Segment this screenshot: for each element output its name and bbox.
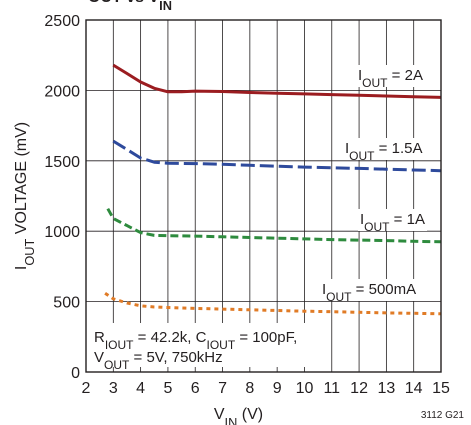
annotation-line-1: RIOUT = 42.2k, CIOUT = 100pF, bbox=[94, 329, 297, 352]
axis-titles: VIN (V) IOUT VOLTAGE (mV) 3112 G21 bbox=[13, 122, 464, 425]
x-tick-label: 6 bbox=[191, 380, 200, 397]
series-label: IOUT = 2A bbox=[358, 67, 423, 90]
x-tick-label: 4 bbox=[136, 380, 145, 397]
series-label-background bbox=[358, 209, 427, 231]
x-tick-label: 8 bbox=[245, 380, 254, 397]
chart-title-fragment: OUT vs VIN bbox=[88, 0, 172, 13]
x-tick-label: 11 bbox=[323, 380, 340, 397]
y-tick-label: 1500 bbox=[44, 154, 80, 171]
tick-labels: 2 3 4 5 6 7 8 9 10 11 12 13 14 15 0 500 1000 1500 2000 2500 bbox=[44, 13, 450, 397]
series-label: IOUT = 1.5A bbox=[345, 140, 422, 163]
x-tick-label: 15 bbox=[432, 380, 450, 397]
x-tick-label: 12 bbox=[350, 380, 368, 397]
series-line bbox=[106, 207, 442, 244]
series-label: IOUT = 1A bbox=[360, 211, 425, 234]
x-tick-label: 3 bbox=[109, 380, 118, 397]
annotation: RIOUT = 42.2k, CIOUT = 100pF,VOUT = 5V, … bbox=[92, 323, 318, 372]
series-line bbox=[112, 63, 442, 99]
chart-title-text: OUT vs VIN bbox=[88, 0, 172, 13]
x-tick-label: 7 bbox=[218, 380, 227, 397]
y-axis-title: IOUT VOLTAGE (mV) bbox=[13, 122, 37, 270]
series-lines bbox=[104, 63, 442, 316]
series-label-background bbox=[356, 65, 425, 87]
series-labels: IOUT = 2A IOUT = 1.5A IOUT = 1A IOUT = 500m… bbox=[320, 65, 427, 304]
y-tick-label: 0 bbox=[71, 365, 80, 382]
x-tick-label: 14 bbox=[405, 380, 423, 397]
figure-code: 3112 G21 bbox=[421, 410, 465, 421]
x-tick-label: 9 bbox=[273, 380, 282, 397]
y-tick-label: 2500 bbox=[44, 13, 80, 30]
series-label-background bbox=[320, 279, 419, 301]
x-tick-label: 2 bbox=[82, 380, 91, 397]
y-tick-label: 2000 bbox=[44, 83, 80, 100]
annotation-line-2: VOUT = 5V, 750kHz bbox=[94, 349, 223, 372]
plot-border bbox=[85, 19, 442, 373]
x-axis-title: VIN (V) bbox=[214, 406, 263, 425]
annotation-background bbox=[92, 323, 318, 367]
plot-frame bbox=[85, 19, 442, 373]
series-label: IOUT = 500mA bbox=[322, 281, 416, 304]
x-tick-label: 5 bbox=[163, 380, 172, 397]
x-tick-label: 10 bbox=[296, 380, 314, 397]
y-tick-label: 500 bbox=[53, 295, 80, 312]
y-tick-label: 1000 bbox=[44, 224, 80, 241]
series-line bbox=[112, 139, 442, 173]
x-tick-label: 13 bbox=[377, 380, 395, 397]
series-label-background bbox=[343, 138, 425, 160]
